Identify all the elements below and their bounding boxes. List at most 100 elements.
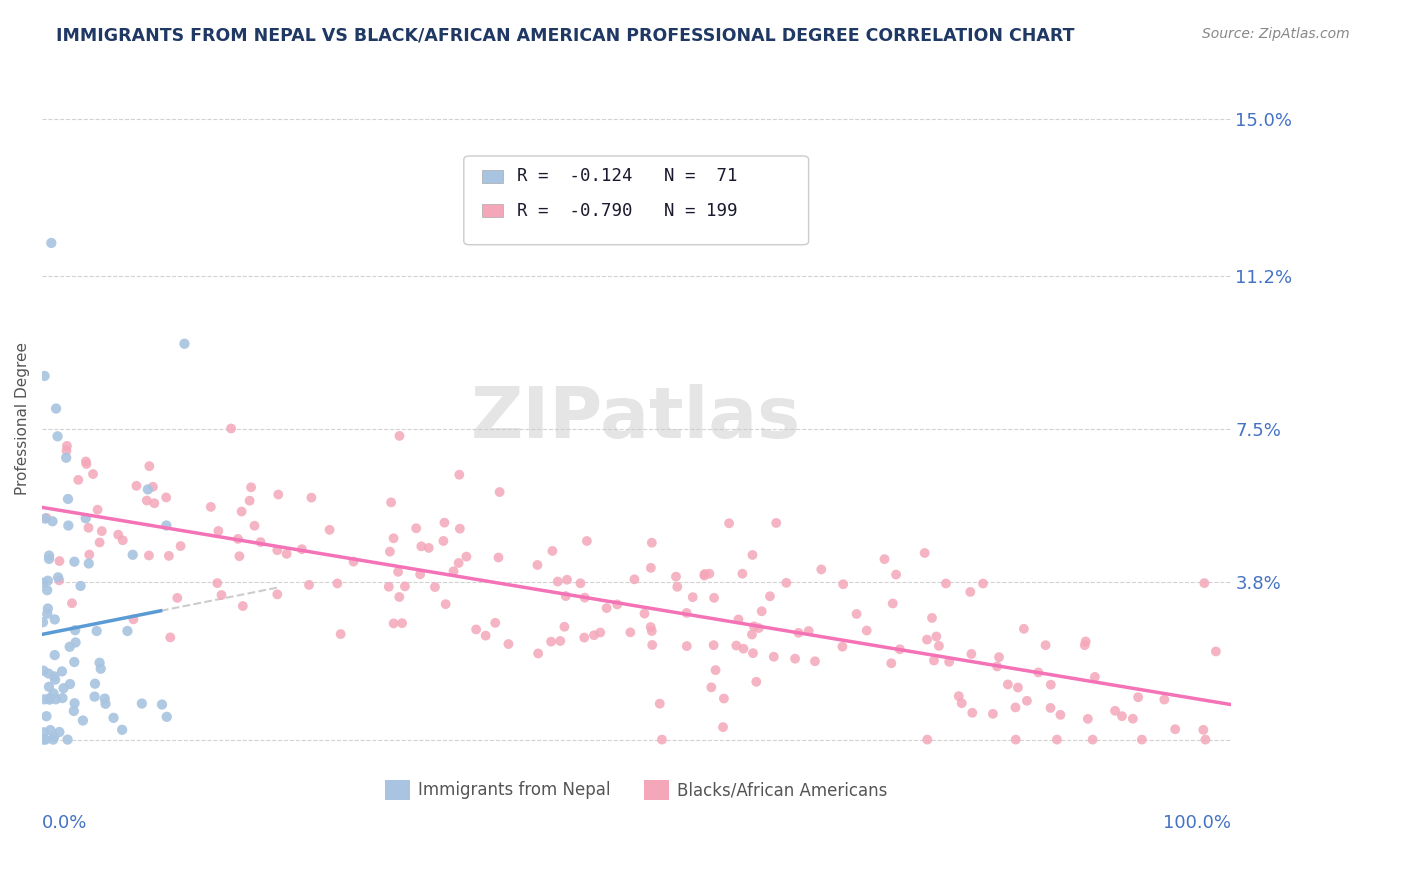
Point xyxy=(574,591,596,605)
Point xyxy=(83,690,105,704)
Point xyxy=(157,549,180,563)
Point xyxy=(554,589,576,603)
Point xyxy=(405,521,427,535)
Point xyxy=(240,480,263,494)
Point xyxy=(37,666,59,681)
Point xyxy=(775,575,797,590)
Point xyxy=(474,629,496,643)
Point xyxy=(1012,622,1035,636)
Point xyxy=(211,588,233,602)
Point xyxy=(90,662,112,676)
Point xyxy=(589,625,612,640)
Point xyxy=(63,624,86,638)
Point xyxy=(675,606,697,620)
Point xyxy=(155,491,177,505)
Point xyxy=(131,697,153,711)
Point xyxy=(845,607,868,621)
Point xyxy=(423,580,446,594)
Point xyxy=(382,531,405,545)
Point xyxy=(727,612,749,626)
Point xyxy=(409,567,432,582)
Point xyxy=(704,663,727,677)
Point xyxy=(1077,712,1099,726)
Point xyxy=(1049,707,1071,722)
Point xyxy=(35,709,58,723)
Point xyxy=(1084,670,1107,684)
Point xyxy=(391,616,413,631)
Point xyxy=(75,511,97,525)
Point xyxy=(804,654,827,668)
Point xyxy=(67,473,90,487)
Point xyxy=(432,533,454,548)
Point xyxy=(387,565,409,579)
Point xyxy=(32,615,55,630)
Point xyxy=(797,624,820,638)
Point xyxy=(541,544,564,558)
Point xyxy=(810,562,832,576)
Point xyxy=(38,680,60,694)
Point xyxy=(41,514,63,528)
Point xyxy=(575,534,598,549)
Point xyxy=(45,692,67,706)
Point xyxy=(63,555,86,569)
Point xyxy=(38,692,60,706)
Point xyxy=(39,723,62,737)
Point xyxy=(75,457,97,471)
Point xyxy=(882,597,904,611)
Point xyxy=(623,572,645,586)
Point xyxy=(55,443,77,458)
Point xyxy=(988,650,1011,665)
Point xyxy=(79,548,101,562)
Point xyxy=(90,524,112,538)
Point xyxy=(51,665,73,679)
Point xyxy=(488,485,510,500)
Point xyxy=(150,698,173,712)
Point xyxy=(488,550,510,565)
Point xyxy=(65,635,87,649)
Point xyxy=(117,624,139,638)
Text: 0.0%: 0.0% xyxy=(42,814,87,832)
Point xyxy=(699,566,721,581)
Point xyxy=(1194,576,1216,591)
Point xyxy=(32,732,55,747)
Point xyxy=(207,524,229,538)
Point xyxy=(39,235,62,250)
Point xyxy=(648,697,671,711)
Point xyxy=(42,669,65,683)
Point xyxy=(741,548,763,562)
Point xyxy=(700,681,723,695)
Point xyxy=(1104,704,1126,718)
Legend: Immigrants from Nepal, Blacks/African Americans: Immigrants from Nepal, Blacks/African Am… xyxy=(378,772,894,806)
Point xyxy=(922,654,945,668)
Point xyxy=(1205,644,1227,658)
Point xyxy=(765,516,787,530)
Point xyxy=(48,554,70,568)
Point xyxy=(693,568,716,582)
Point xyxy=(548,634,571,648)
Point xyxy=(925,630,948,644)
Point xyxy=(276,547,298,561)
Point xyxy=(855,624,877,638)
Point xyxy=(526,558,548,572)
Point xyxy=(37,574,59,588)
Point xyxy=(1007,681,1029,695)
Point xyxy=(266,587,288,601)
Point xyxy=(465,623,488,637)
Point xyxy=(125,479,148,493)
Point xyxy=(434,597,457,611)
Point xyxy=(917,732,939,747)
Point xyxy=(226,532,249,546)
Point xyxy=(37,607,59,621)
Point xyxy=(44,648,66,662)
Point xyxy=(156,710,179,724)
Text: IMMIGRANTS FROM NEPAL VS BLACK/AFRICAN AMERICAN PROFESSIONAL DEGREE CORRELATION : IMMIGRANTS FROM NEPAL VS BLACK/AFRICAN A… xyxy=(56,27,1074,45)
Point xyxy=(948,689,970,703)
Point xyxy=(641,638,664,652)
Point xyxy=(56,439,79,453)
Point xyxy=(574,631,596,645)
Point xyxy=(1026,665,1049,680)
Point xyxy=(232,599,254,613)
Point xyxy=(527,647,550,661)
Point xyxy=(606,598,628,612)
Point xyxy=(38,691,60,706)
